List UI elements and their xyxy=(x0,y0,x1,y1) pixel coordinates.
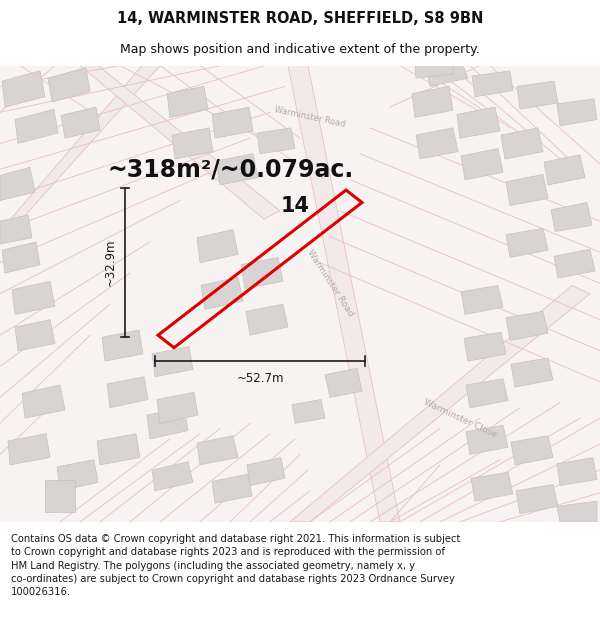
Polygon shape xyxy=(8,434,50,465)
Polygon shape xyxy=(241,258,283,289)
Polygon shape xyxy=(2,242,40,273)
Polygon shape xyxy=(152,347,193,377)
Polygon shape xyxy=(325,368,362,398)
Polygon shape xyxy=(511,358,553,387)
Polygon shape xyxy=(471,472,513,501)
Text: Warminster Road: Warminster Road xyxy=(305,248,355,318)
Polygon shape xyxy=(57,459,98,491)
Polygon shape xyxy=(288,66,400,522)
Polygon shape xyxy=(80,66,280,219)
Polygon shape xyxy=(247,458,285,486)
Polygon shape xyxy=(0,168,35,201)
Polygon shape xyxy=(15,109,58,143)
Polygon shape xyxy=(472,71,513,97)
Polygon shape xyxy=(197,436,238,465)
Text: Warminster Close: Warminster Close xyxy=(422,398,498,439)
Polygon shape xyxy=(0,215,32,244)
Polygon shape xyxy=(12,281,55,314)
Polygon shape xyxy=(246,304,288,335)
Polygon shape xyxy=(172,128,213,159)
Polygon shape xyxy=(461,286,503,314)
Polygon shape xyxy=(457,107,500,138)
Text: 14: 14 xyxy=(281,196,310,216)
Polygon shape xyxy=(107,377,148,408)
Polygon shape xyxy=(511,436,553,465)
Polygon shape xyxy=(466,426,508,454)
Polygon shape xyxy=(557,99,597,126)
Polygon shape xyxy=(554,249,595,278)
Polygon shape xyxy=(544,155,585,185)
Polygon shape xyxy=(557,501,597,522)
Text: 14, WARMINSTER ROAD, SHEFFIELD, S8 9BN: 14, WARMINSTER ROAD, SHEFFIELD, S8 9BN xyxy=(117,11,483,26)
Polygon shape xyxy=(147,408,188,439)
Polygon shape xyxy=(212,107,253,138)
Polygon shape xyxy=(517,81,558,109)
Text: ~32.9m: ~32.9m xyxy=(104,239,117,286)
Polygon shape xyxy=(466,379,508,408)
Polygon shape xyxy=(290,286,590,522)
Polygon shape xyxy=(557,458,597,486)
Text: ~318m²/~0.079ac.: ~318m²/~0.079ac. xyxy=(108,158,354,181)
Polygon shape xyxy=(45,481,75,511)
Text: Warminster Road: Warminster Road xyxy=(274,106,346,129)
Polygon shape xyxy=(426,66,468,86)
Polygon shape xyxy=(257,128,295,154)
Polygon shape xyxy=(551,202,592,231)
Polygon shape xyxy=(97,434,140,465)
Polygon shape xyxy=(212,474,252,503)
Text: ~52.7m: ~52.7m xyxy=(236,371,284,384)
Polygon shape xyxy=(415,66,453,78)
Polygon shape xyxy=(48,68,90,102)
Polygon shape xyxy=(461,149,503,180)
Polygon shape xyxy=(0,66,160,231)
Polygon shape xyxy=(464,332,506,361)
Polygon shape xyxy=(197,229,238,262)
Polygon shape xyxy=(412,86,453,118)
Text: Contains OS data © Crown copyright and database right 2021. This information is : Contains OS data © Crown copyright and d… xyxy=(11,534,460,597)
Polygon shape xyxy=(506,228,548,258)
Polygon shape xyxy=(506,311,548,341)
Polygon shape xyxy=(2,71,45,107)
Polygon shape xyxy=(216,154,258,185)
Polygon shape xyxy=(102,330,143,361)
Polygon shape xyxy=(167,86,208,118)
Polygon shape xyxy=(152,462,193,491)
Polygon shape xyxy=(15,319,55,351)
Polygon shape xyxy=(416,128,458,159)
Polygon shape xyxy=(292,399,325,423)
Polygon shape xyxy=(22,385,65,418)
Text: Map shows position and indicative extent of the property.: Map shows position and indicative extent… xyxy=(120,42,480,56)
Polygon shape xyxy=(501,128,543,159)
Polygon shape xyxy=(201,277,243,309)
Polygon shape xyxy=(516,484,558,514)
Polygon shape xyxy=(61,107,100,138)
Polygon shape xyxy=(157,392,198,423)
Polygon shape xyxy=(506,174,548,206)
